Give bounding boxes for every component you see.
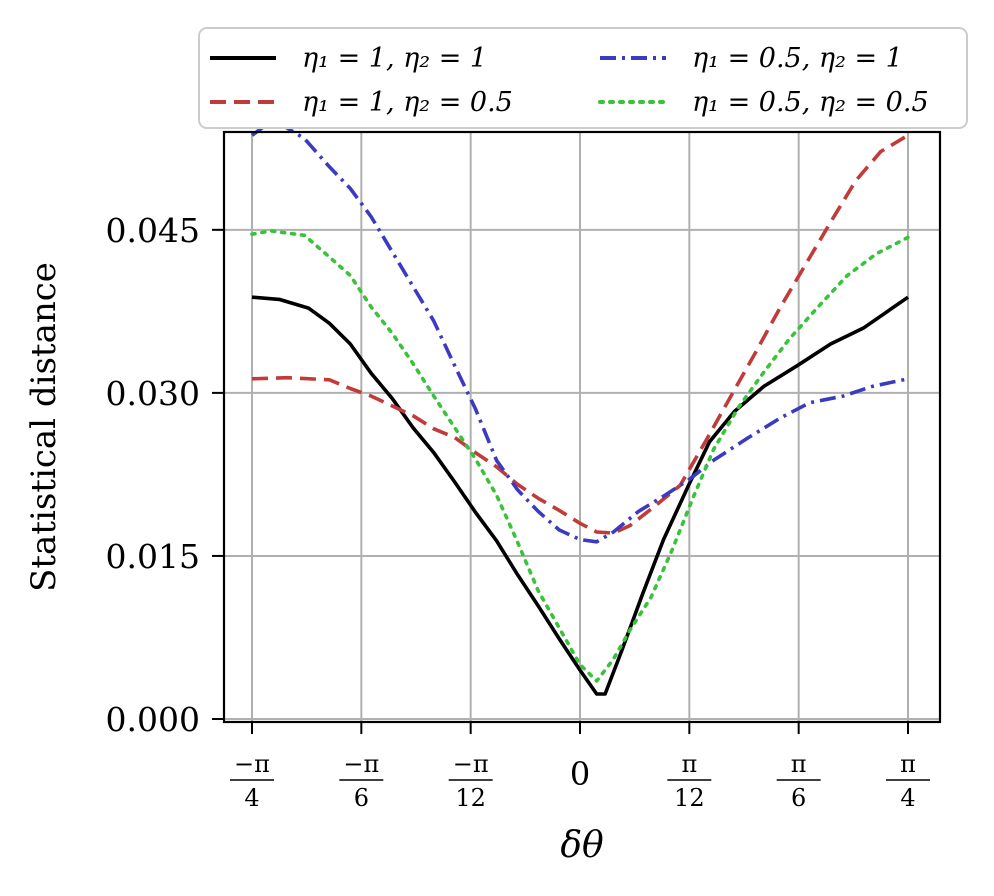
x-tick-numerator: −π [453, 750, 489, 778]
y-tick-label: 0.030 [106, 374, 200, 413]
axis-ticks: −π 4 −π 6 −π 12 0 π 12 π 6 π 4 0.000 0.015 0.030 0.045 [106, 211, 930, 812]
legend-box [198, 27, 968, 129]
series-line-2 [251, 133, 909, 535]
x-tick-numerator: −π [234, 750, 270, 778]
x-tick-denominator: 12 [455, 784, 486, 812]
legend-label-1: η₁ = 1, η₂ = 1 [302, 43, 487, 74]
legend-label-2: η₁ = 1, η₂ = 0.5 [302, 87, 513, 118]
x-axis-label: δθ [560, 825, 604, 866]
grid-lines [224, 132, 940, 722]
x-tick-numerator: −π [343, 750, 379, 778]
series-line-1 [251, 295, 910, 696]
y-tick-label: 0.045 [106, 211, 200, 250]
series-lines [250, 121, 910, 696]
y-axis-label: Statistical distance [24, 262, 64, 592]
x-tick-label: 0 [570, 755, 590, 793]
legend-label-4: η₁ = 0.5, η₂ = 0.5 [692, 87, 929, 118]
x-tick-numerator: π [681, 750, 697, 778]
x-tick-denominator: 12 [674, 784, 705, 812]
x-tick-numerator: π [791, 750, 807, 778]
legend-label-3: η₁ = 0.5, η₂ = 1 [692, 43, 903, 74]
plot-frame [222, 130, 942, 724]
x-tick-denominator: 4 [244, 784, 259, 812]
series-line-3 [250, 121, 909, 544]
x-tick-numerator: π [900, 750, 916, 778]
series-line-4 [250, 229, 910, 683]
x-tick-denominator: 6 [354, 784, 369, 812]
x-tick-denominator: 6 [791, 784, 806, 812]
y-tick-label: 0.000 [106, 700, 200, 739]
y-tick-label: 0.015 [106, 537, 200, 576]
x-tick-denominator: 4 [900, 784, 915, 812]
legend: η₁ = 1, η₂ = 1 η₁ = 1, η₂ = 0.5 η₁ = 0.5, … [198, 27, 968, 129]
